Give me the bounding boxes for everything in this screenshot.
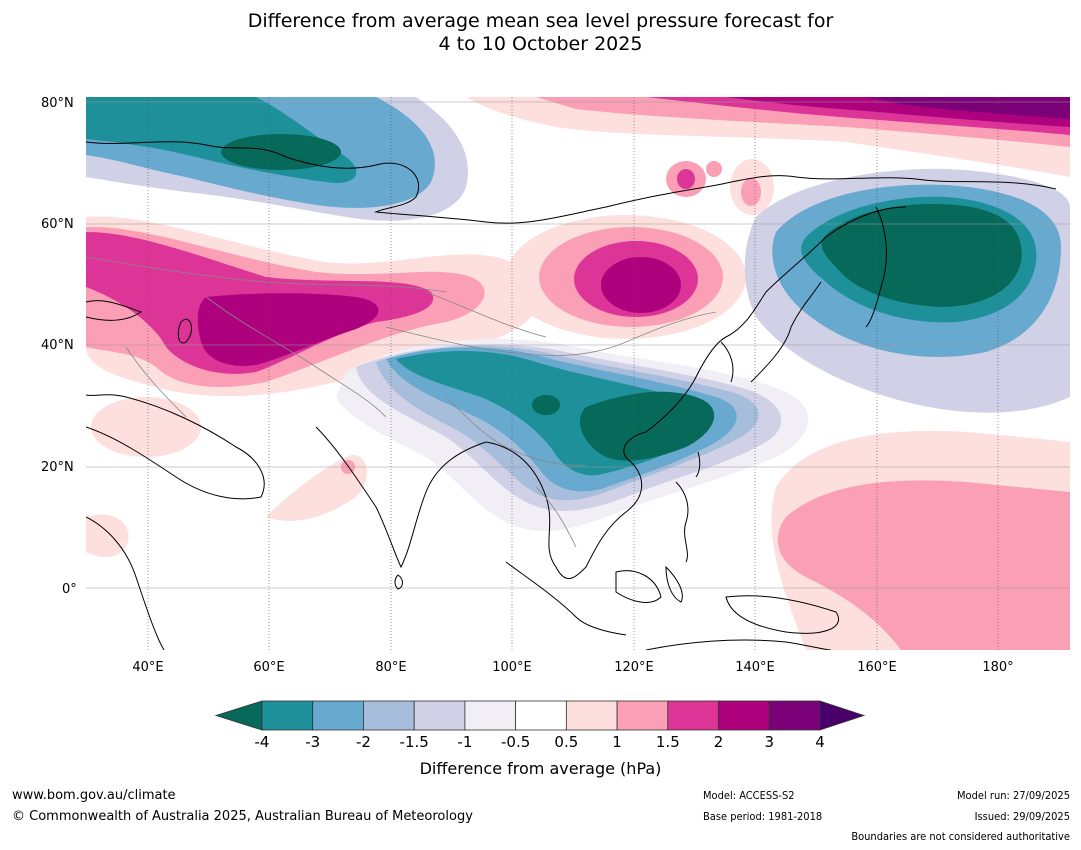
lon-label-100e: 100°E	[492, 660, 532, 675]
colorbar-tick-label: -1	[457, 733, 473, 751]
colorbar-tick-label: -4	[254, 733, 270, 751]
colorbar-box	[718, 700, 770, 731]
colorbar-tick-label: 4	[815, 733, 825, 751]
title-line-2: 4 to 10 October 2025	[438, 33, 643, 55]
arctic-positive-band	[466, 97, 1070, 177]
colorbar-box	[565, 700, 618, 731]
title-line-1: Difference from average mean sea level p…	[247, 10, 834, 32]
colorbar-box	[768, 700, 821, 731]
colorbar-tick-label: 3	[764, 733, 775, 751]
lon-label-140e: 140°E	[735, 660, 775, 675]
colorbar-box	[261, 700, 314, 731]
colorbar-box	[515, 700, 567, 731]
colorbar-extend-low	[214, 700, 263, 731]
lat-label-80n: 80°N	[41, 96, 74, 111]
pressure-anomaly-map	[86, 97, 1070, 650]
chart-title: Difference from average mean sea level p…	[0, 10, 1081, 56]
colorbar-tick-label: -1.5	[399, 733, 429, 751]
kamchatka-low	[744, 168, 1070, 413]
footer-base-period: Base period: 1981-2018	[703, 810, 823, 823]
colorbar-boxes	[214, 700, 866, 731]
colorbar-tick-label: 0.5	[554, 733, 579, 751]
colorbar-extend-high	[819, 700, 866, 731]
footer-model: Model: ACCESS-S2	[703, 789, 795, 802]
colorbar-tick-label: 1	[612, 733, 622, 751]
colorbar-tick-label: 1.5	[655, 733, 680, 751]
map-svg	[86, 97, 1070, 650]
lat-label-20n: 20°N	[41, 460, 74, 475]
graticule-meridians	[147, 97, 999, 650]
lon-label-80e: 80°E	[375, 660, 407, 675]
siberia-low	[86, 97, 468, 221]
footer-copyright: © Commonwealth of Australia 2025, Austra…	[12, 809, 473, 824]
lon-label-160e: 160°E	[857, 660, 897, 675]
pacific-high	[771, 430, 1070, 650]
colorbar-tick-label: -0.5	[500, 733, 531, 751]
lon-label-180: 180°	[982, 660, 1014, 675]
footer-model-run: Model run: 27/09/2025	[957, 789, 1070, 802]
colorbar-tick-label: -2	[355, 733, 371, 751]
graticule-parallels	[86, 101, 1070, 589]
lat-label-40n: 40°N	[41, 338, 74, 353]
colorbar-title: Difference from average (hPa)	[419, 759, 662, 778]
colorbar-box	[667, 700, 719, 731]
colorbar-tick-label: 2	[713, 733, 724, 751]
colorbar-box	[413, 700, 466, 731]
lon-label-40e: 40°E	[132, 660, 164, 675]
lon-label-60e: 60°E	[253, 660, 285, 675]
lat-label-60n: 60°N	[41, 217, 74, 232]
footer-issued: Issued: 29/09/2025	[974, 810, 1070, 823]
arabia-pink	[91, 397, 201, 457]
mongolia-high	[506, 215, 746, 339]
colorbar-box	[363, 700, 415, 731]
lat-label-0: 0°	[62, 582, 77, 597]
lon-label-120e: 120°E	[614, 660, 654, 675]
footer-disclaimer: Boundaries are not considered authoritat…	[851, 830, 1070, 843]
coastlines	[86, 141, 1057, 650]
colorbar-box	[312, 700, 364, 731]
country-boundaries	[86, 256, 717, 548]
colorbar-box	[616, 700, 669, 731]
colorbar-box	[464, 700, 517, 731]
colorbar-tick-label: -3	[305, 733, 321, 751]
footer-website: www.bom.gov.au/climate	[12, 788, 176, 803]
